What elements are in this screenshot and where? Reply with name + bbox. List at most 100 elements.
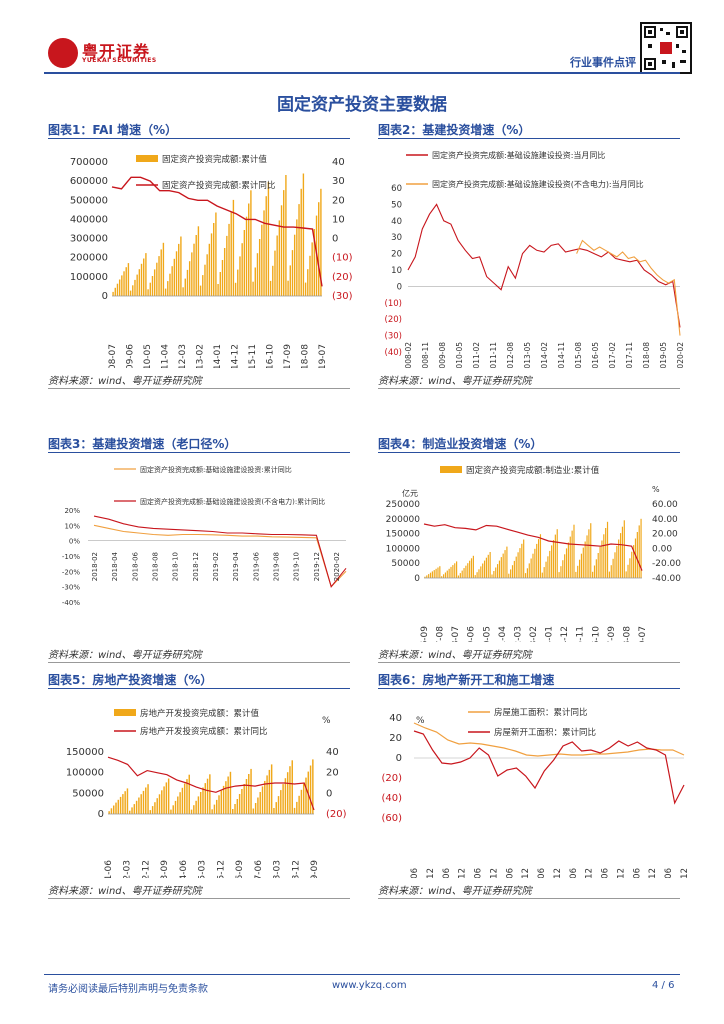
fig1-bar [256, 253, 259, 296]
fig3-y-tick: 10% [64, 522, 80, 530]
fig1-source-rule [48, 388, 350, 389]
fig4-bar [532, 553, 534, 578]
fig4-bar [558, 572, 560, 578]
fig1-bar [265, 196, 267, 296]
fig5-bar [284, 778, 287, 814]
fig4-bar [623, 520, 625, 578]
fig4-x-tick: 2009-06 [467, 626, 477, 642]
fig5-chart: 150000 100000 50000 0 40 20 0 (20) 2011-06 2012-0… [66, 708, 347, 878]
fig4-right-y-tick: 60.00 [652, 500, 678, 510]
fig1-bar [167, 281, 169, 296]
fig5-bar [181, 787, 184, 814]
fig5-bar [296, 801, 298, 814]
fig1-bar [129, 290, 132, 296]
fig4-bar [577, 565, 579, 578]
fig3-rule [48, 452, 350, 453]
fig1-bar [307, 269, 309, 296]
fig4-bar [495, 567, 497, 578]
fig1-left-y-tick: 200000 [70, 253, 108, 264]
fig5-bar [213, 804, 216, 814]
fig5-bar [170, 809, 172, 814]
fig2-x-tick: 2014-11 [557, 342, 566, 368]
fig1-bar [199, 285, 202, 296]
fig4-right-y-tick: 20.00 [652, 530, 678, 540]
fig5-bar [227, 776, 229, 814]
fig1-rule [48, 138, 350, 139]
fig3-series1-line [93, 524, 347, 588]
fig1-right-y-tick: (10) [332, 253, 353, 264]
fig4-bar [433, 570, 435, 578]
fig3-x-tick: 2019-02 [212, 552, 220, 581]
fig1-title: 图表1：FAI 增速（%） [48, 123, 178, 137]
fig5-bar [135, 800, 138, 814]
fig4-bar [541, 572, 543, 578]
fig4-bar [478, 569, 480, 578]
fig5-legend-swatch [114, 709, 136, 716]
fig4-bar [565, 548, 568, 578]
fig1-x-tick: 2014-01 [213, 344, 223, 368]
fig4-bar [500, 557, 502, 578]
fig1-bar [182, 287, 184, 296]
fig5-bar [177, 796, 179, 814]
fig4-right-y-tick: 40.00 [652, 515, 678, 525]
fig4-x-tick: 2017-09 [607, 626, 617, 642]
fig1-x-tick: 2010-05 [143, 344, 153, 368]
fig4-x-tick: 2007-08 [436, 626, 446, 642]
fig1-bar [272, 265, 274, 296]
fig4-bar [528, 563, 530, 578]
fig5-bar [156, 798, 158, 814]
fig5-bar [300, 789, 303, 814]
fig1-bar [285, 175, 287, 296]
fig6-x-tick: 2012-12 [458, 868, 468, 878]
fig4-bar [603, 534, 605, 578]
fig4-x-tick: 2014-01 [545, 626, 555, 642]
fig1-bar [178, 243, 180, 296]
fig5-bar [218, 795, 220, 814]
fig4-bar [595, 559, 597, 578]
fig3-x-tick: 2018-04 [111, 551, 119, 581]
fig1-bar [145, 253, 147, 296]
fig1-bar [258, 239, 261, 296]
fig5-x-tick: 2018-12 [291, 860, 301, 878]
fig1-x-tick: 2012-03 [178, 344, 188, 368]
fig3-legend-label: 固定资产投资完成额:基础设施建设投资(不含电力):累计同比 [140, 497, 325, 506]
fig2-y-tick: (30) [385, 332, 402, 342]
fig4-bar [472, 555, 474, 578]
fig4-source-rule [378, 662, 680, 663]
fig5-bar [110, 808, 113, 814]
fig4-right-y-tick: -20.00 [652, 559, 681, 569]
fig4-bar [554, 534, 556, 578]
fig1-bar [197, 226, 200, 296]
fig5-bar [124, 791, 126, 814]
fig2-x-tick: 2015-08 [574, 342, 583, 368]
fig2-title: 图表2：基建投资增速（%） [378, 123, 531, 137]
fig1-bar [173, 258, 176, 296]
fig2-x-tick: 2014-02 [540, 342, 549, 368]
fig4-bar [580, 553, 583, 578]
fig6-x-tick: 2017-06 [601, 868, 611, 878]
fig4-bar [431, 571, 433, 578]
fig5-source: 资料来源：wind、粤开证券研究院 [48, 886, 202, 897]
fig4-left-y-tick: 150000 [386, 530, 421, 540]
fig6-legend-label: 房屋新开工面积：累计同比 [494, 727, 596, 738]
fig5-bar [277, 796, 280, 814]
fig4-bar [616, 545, 618, 578]
fig4-bar [502, 553, 504, 578]
fig1-bar [116, 283, 119, 296]
fig6-x-tick: 2014-06 [505, 868, 515, 878]
fig4-bar [523, 539, 525, 578]
fig6-title: 图表6：房地产新开工和施工增速 [378, 673, 555, 687]
fig1-x-tick: 2016-10 [266, 344, 276, 368]
fig3-legend-label: 固定资产投资完成额:基础设施建设投资:累计同比 [140, 465, 292, 474]
fig1-x-tick: 2011-04 [161, 344, 171, 368]
fig1-bar [184, 278, 186, 296]
footer-url[interactable]: www.ykzq.com [332, 980, 407, 991]
fig1-bar [213, 223, 215, 296]
fig4-bar [625, 571, 627, 578]
fig4-bar [487, 554, 489, 578]
fig5-bar [220, 790, 223, 814]
fig5-bar [165, 782, 168, 814]
fig1-legend-label: 固定资产投资完成额:累计值 [162, 154, 267, 165]
fig3-y-tick: 20% [64, 507, 80, 515]
fig4-bar [545, 561, 547, 578]
